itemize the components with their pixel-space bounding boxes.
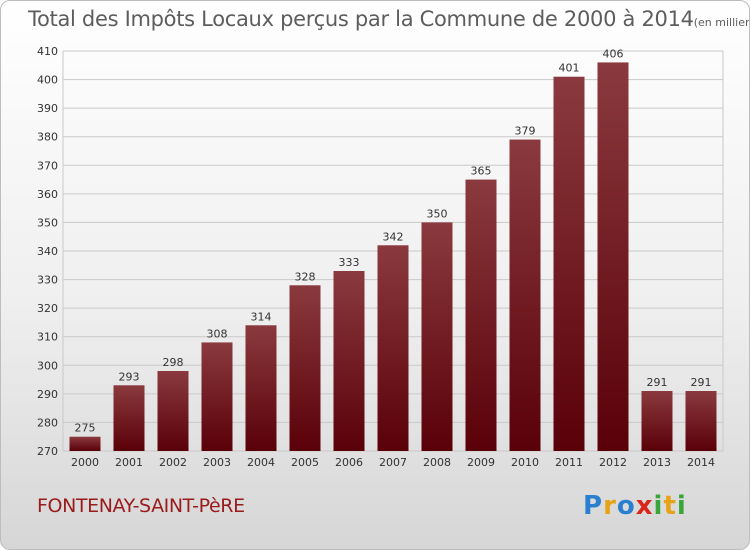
y-tick-label: 280 [37, 416, 58, 429]
logo-letter: i [653, 491, 664, 521]
y-tick-label: 290 [37, 388, 58, 401]
x-tick-label: 2010 [511, 456, 539, 469]
bar-2007 [377, 245, 409, 451]
x-tick-label: 2004 [247, 456, 275, 469]
data-label: 328 [295, 270, 316, 283]
y-tick-label: 400 [37, 74, 58, 87]
logo-letter: x [635, 491, 654, 521]
bar-2005 [289, 285, 321, 451]
y-tick-label: 320 [37, 302, 58, 315]
x-tick-label: 2008 [423, 456, 451, 469]
x-tick-label: 2003 [203, 456, 231, 469]
x-axis: 2000 2001 2002 2003 2004 2005 2006 2007 2008 2009… [71, 456, 715, 469]
logo-letter: t [663, 491, 677, 521]
x-tick-label: 2012 [599, 456, 627, 469]
proxiti-logo: Proxiti [583, 491, 687, 521]
x-tick-label: 2014 [687, 456, 715, 469]
logo-letter: P [583, 491, 604, 521]
data-label: 350 [427, 207, 448, 220]
bar-2008 [421, 222, 453, 451]
x-tick-label: 2011 [555, 456, 583, 469]
y-tick-label: 330 [37, 274, 58, 287]
x-tick-label: 2006 [335, 456, 363, 469]
bar-2002 [157, 371, 189, 451]
x-tick-label: 2007 [379, 456, 407, 469]
bar-2003 [201, 342, 233, 451]
chart-unit: (en milliers d'€) [693, 16, 750, 29]
y-tick-label: 410 [37, 45, 58, 58]
data-labels: 275 293 298 308 314 328 333 342 350 365 379 401 406 2… [75, 47, 712, 434]
bar-2009 [465, 179, 497, 452]
y-tick-label: 360 [37, 188, 58, 201]
data-label: 314 [251, 310, 272, 323]
y-axis: 270 280 290 300 310 320 330 340 350 360 370 380 390 4… [37, 45, 58, 458]
data-label: 365 [471, 165, 492, 178]
x-tick-label: 2013 [643, 456, 671, 469]
y-tick-label: 390 [37, 102, 58, 115]
data-label: 379 [515, 125, 536, 138]
x-tick-label: 2001 [115, 456, 143, 469]
chart-title: Total des Impôts Locaux perçus par la Co… [28, 7, 750, 31]
data-label: 291 [691, 376, 712, 389]
bars [69, 62, 717, 452]
data-label: 333 [339, 256, 360, 269]
bar-2014 [685, 391, 717, 451]
y-tick-label: 350 [37, 216, 58, 229]
x-tick-label: 2005 [291, 456, 319, 469]
chart-title-text: Total des Impôts Locaux perçus par la Co… [28, 7, 694, 31]
bar-2004 [245, 325, 277, 451]
data-label: 275 [75, 422, 96, 435]
data-label: 342 [383, 230, 404, 243]
x-tick-label: 2002 [159, 456, 187, 469]
commune-name: FONTENAY-SAINT-PèRE [37, 495, 245, 517]
bar-2011 [553, 76, 585, 451]
data-label: 406 [603, 47, 624, 60]
bar-2012 [597, 62, 629, 452]
data-label: 291 [647, 376, 668, 389]
y-tick-label: 270 [37, 445, 58, 458]
y-tick-label: 340 [37, 245, 58, 258]
logo-letter: i [676, 491, 687, 521]
data-label: 298 [163, 356, 184, 369]
bar-2006 [333, 271, 365, 451]
bar-2010 [509, 139, 541, 452]
y-tick-label: 370 [37, 159, 58, 172]
y-tick-label: 300 [37, 359, 58, 372]
logo-letter: r [603, 491, 617, 521]
y-tick-label: 310 [37, 331, 58, 344]
bar-2001 [113, 385, 145, 451]
data-label: 308 [207, 327, 228, 340]
x-tick-label: 2009 [467, 456, 495, 469]
y-tick-label: 380 [37, 131, 58, 144]
data-label: 401 [559, 62, 580, 75]
logo-letter: o [616, 491, 636, 521]
x-tick-label: 2000 [71, 456, 99, 469]
bar-2013 [641, 391, 673, 451]
bar-2000 [69, 436, 101, 451]
data-label: 293 [119, 370, 140, 383]
